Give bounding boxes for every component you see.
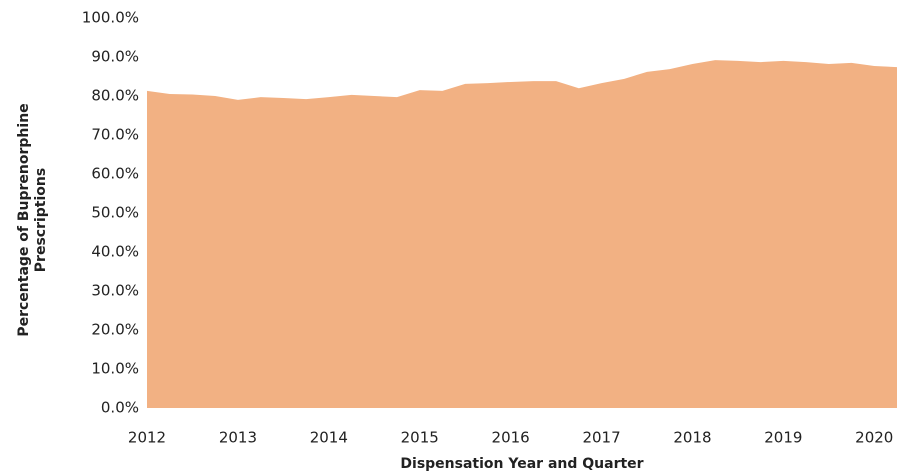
y-tick-label: 40.0% bbox=[91, 243, 139, 261]
y-tick-label: 100.0% bbox=[82, 9, 139, 27]
y-tick-label: 0.0% bbox=[101, 399, 139, 417]
y-tick-label: 20.0% bbox=[91, 321, 139, 339]
y-tick-label: 90.0% bbox=[91, 48, 139, 66]
x-axis-title: Dispensation Year and Quarter bbox=[400, 456, 643, 472]
y-axis-title-line: Prescriptions bbox=[33, 168, 49, 272]
y-tick-label: 80.0% bbox=[91, 87, 139, 105]
y-tick-label: 10.0% bbox=[91, 360, 139, 378]
x-tick-label: 2020 bbox=[855, 429, 893, 447]
y-tick-label: 50.0% bbox=[91, 204, 139, 222]
x-tick-label: 2019 bbox=[764, 429, 802, 447]
x-tick-label: 2012 bbox=[128, 429, 166, 447]
y-tick-label: 70.0% bbox=[91, 126, 139, 144]
x-tick-label: 2018 bbox=[673, 429, 711, 447]
x-tick-label: 2017 bbox=[582, 429, 620, 447]
y-axis-title: Percentage of Buprenorphine Prescription… bbox=[16, 103, 49, 336]
y-tick-label: 60.0% bbox=[91, 165, 139, 183]
y-axis-title-line: Percentage of Buprenorphine bbox=[16, 103, 32, 336]
y-tick-label: 30.0% bbox=[91, 282, 139, 300]
x-tick-label: 2013 bbox=[219, 429, 257, 447]
x-tick-label: 2016 bbox=[492, 429, 530, 447]
x-tick-label: 2015 bbox=[401, 429, 439, 447]
area bbox=[147, 60, 897, 409]
x-tick-label: 2014 bbox=[310, 429, 348, 447]
